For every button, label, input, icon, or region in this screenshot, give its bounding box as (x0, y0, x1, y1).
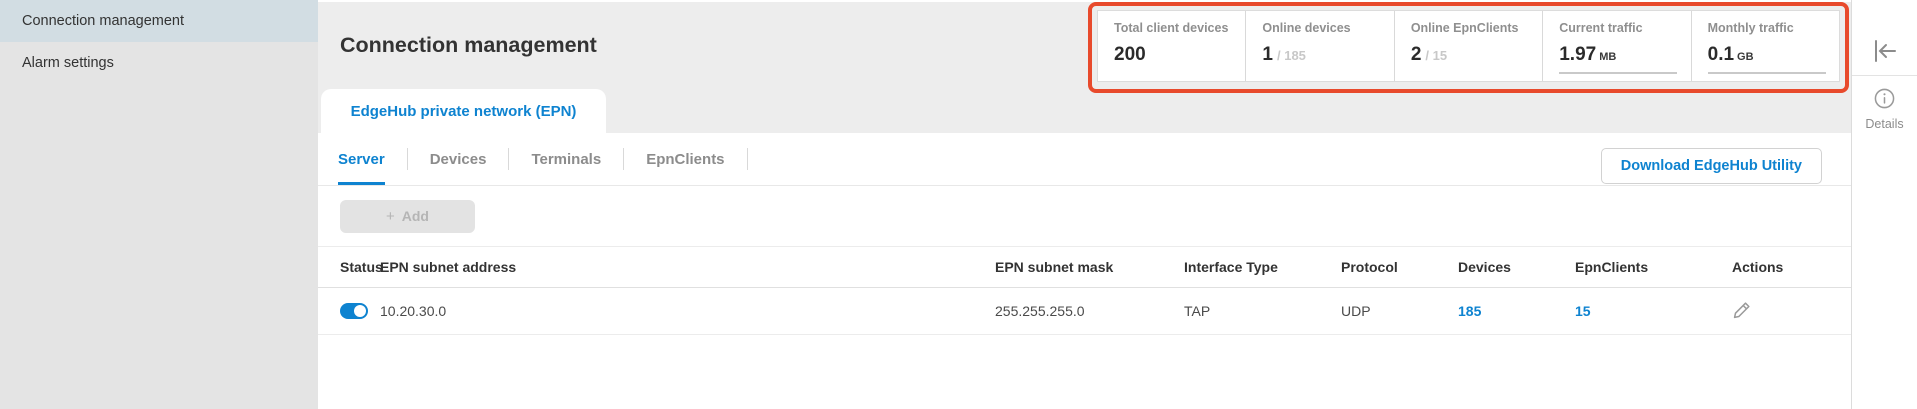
column-status: Status (340, 259, 383, 275)
stat-label: Monthly traffic (1707, 21, 1794, 35)
column-protocol: Protocol (1341, 259, 1398, 275)
stats-card: Total client devices 200 Online devices … (1097, 10, 1840, 82)
subtab-divider (406, 148, 408, 170)
stat-label: Current traffic (1559, 21, 1643, 35)
details-label: Details (1865, 117, 1904, 131)
devices-count-link[interactable]: 185 (1458, 303, 1482, 319)
epnclients-count-link[interactable]: 15 (1575, 303, 1591, 319)
cell-epn-subnet-mask: 255.255.255.0 (995, 303, 1085, 319)
sidebar-item-alarm-settings[interactable]: Alarm settings (0, 42, 318, 84)
stat-secondary: / 15 (1425, 48, 1448, 63)
stat-value: 0.1 (1707, 44, 1735, 65)
stat-total-client-devices: Total client devices 200 (1098, 11, 1245, 81)
column-devices: Devices (1458, 259, 1511, 275)
subtab-epnclients[interactable]: EpnClients (646, 150, 725, 168)
stat-current-traffic: Current traffic 1.97 MB (1542, 11, 1690, 81)
table-header: Status EPN subnet address EPN subnet mas… (318, 247, 1851, 288)
cell-protocol: UDP (1341, 303, 1371, 319)
cell-epn-subnet-address: 10.20.30.0 (380, 303, 447, 319)
stat-value: 1.97 (1559, 44, 1597, 65)
subtab-terminals[interactable]: Terminals (531, 150, 602, 168)
stats-highlight-box (1088, 2, 1849, 93)
column-actions: Actions (1732, 259, 1784, 275)
column-interface-type: Interface Type (1184, 259, 1278, 275)
sidebar-item-connection-management[interactable]: Connection management (0, 0, 318, 42)
main-area: Connection management Total client devic… (318, 0, 1851, 409)
sidebar-item-label: Alarm settings (22, 55, 114, 71)
stat-unit: GB (1737, 51, 1754, 63)
cell-interface-type: TAP (1184, 303, 1211, 319)
column-epnclients: EpnClients (1575, 259, 1649, 275)
column-epn-subnet-mask: EPN subnet mask (995, 259, 1114, 275)
stat-label: Online EpnClients (1410, 21, 1519, 35)
stat-value: 1 (1262, 44, 1273, 65)
stat-label: Online devices (1262, 21, 1351, 35)
stat-monthly-traffic: Monthly traffic 0.1 GB (1690, 11, 1839, 81)
stat-unit: MB (1599, 51, 1617, 63)
stat-online-epnclients: Online EpnClients 2/ 15 (1393, 11, 1542, 81)
content-panel: Server Devices Terminals EpnClients Down… (318, 133, 1851, 409)
plus-icon: + (386, 208, 395, 225)
details-button[interactable]: Details (1852, 88, 1917, 131)
add-button-label: Add (401, 208, 429, 224)
sidebar: Connection management Alarm settings (0, 0, 318, 409)
table-toolbar: + Add (318, 186, 1851, 247)
page-title: Connection management (340, 33, 597, 57)
collapse-panel-icon[interactable] (1852, 38, 1917, 64)
sidebar-item-label: Connection management (22, 13, 185, 29)
subtab-server[interactable]: Server (338, 133, 385, 185)
page-header: Connection management Total client devic… (318, 0, 1851, 133)
edit-pencil-icon[interactable] (1732, 300, 1752, 323)
stat-label: Total client devices (1114, 21, 1229, 35)
subtab-divider (746, 148, 748, 170)
toggle-knob (354, 305, 366, 317)
rail-divider (1852, 75, 1917, 76)
subtab-bar: Server Devices Terminals EpnClients Down… (318, 133, 1851, 186)
right-rail: Details (1851, 0, 1917, 409)
tab-edgehub-private-network[interactable]: EdgeHub private network (EPN) (321, 89, 606, 133)
column-epn-subnet-address: EPN subnet address (380, 259, 517, 275)
subtab-divider (508, 148, 510, 170)
download-edgehub-utility-button[interactable]: Download EdgeHub Utility (1600, 148, 1822, 184)
subtab-divider (623, 148, 625, 170)
table-row: 10.20.30.0 255.255.255.0 TAP UDP 185 15 (318, 288, 1851, 335)
info-icon (1874, 88, 1895, 109)
stat-online-devices: Online devices 1/ 185 (1245, 11, 1393, 81)
status-toggle[interactable] (340, 303, 368, 319)
stat-value: 2 (1410, 44, 1422, 65)
add-button[interactable]: + Add (340, 200, 475, 233)
stat-secondary: / 185 (1276, 48, 1306, 63)
stat-value: 200 (1114, 44, 1146, 65)
subtab-devices[interactable]: Devices (429, 150, 487, 168)
